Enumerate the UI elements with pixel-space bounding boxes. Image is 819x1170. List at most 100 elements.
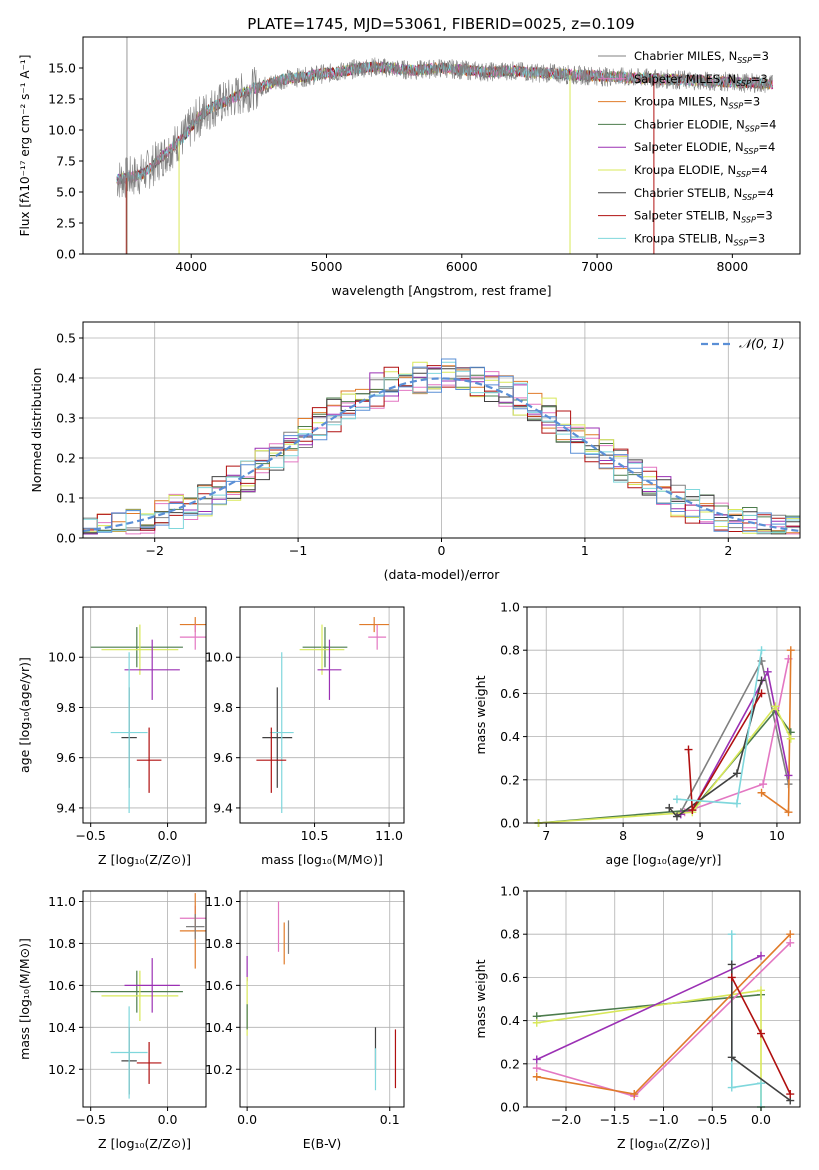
x-axis-label: age [log₁₀(age/yr)] <box>606 852 722 867</box>
legend-value: =4 <box>757 186 774 200</box>
y-tick-label: 9.8 <box>213 700 233 715</box>
legend-subscript: SSP <box>741 216 756 225</box>
y-tick-label: 15.0 <box>48 61 76 76</box>
x-tick-label: −1 <box>289 543 307 558</box>
y-axis-label: mass weight <box>473 959 488 1038</box>
p3-frame <box>82 606 207 824</box>
spectrum-frame <box>82 36 801 255</box>
normal-curve <box>83 377 800 533</box>
p8-frame <box>526 890 801 1108</box>
y-tick-label: 9.6 <box>213 750 233 765</box>
series-marker <box>759 780 768 789</box>
legend-value: =4 <box>758 140 775 154</box>
x-tick-label: 10.5 <box>301 828 329 843</box>
y-tick-label: 10.0 <box>48 650 76 665</box>
y-tick-label: 9.4 <box>56 800 76 815</box>
y-tick-label: 2.5 <box>56 216 76 231</box>
x-tick-label: 0.0 <box>237 1112 257 1127</box>
y-tick-label: 11.0 <box>205 894 233 909</box>
y-tick-label: 0.8 <box>500 643 520 658</box>
p6-frame <box>82 890 207 1108</box>
legend-value: =3 <box>756 209 773 223</box>
series-marker <box>784 771 793 780</box>
series-marker <box>757 1029 765 1038</box>
series-marker <box>688 806 697 815</box>
hist-frame <box>82 321 801 539</box>
x-tick-label: 11.0 <box>375 828 403 843</box>
legend-subscript: SSP <box>742 193 757 202</box>
x-tick-label: 8 <box>619 828 627 843</box>
x-tick-label: 8000 <box>716 259 748 274</box>
x-tick-label: 1 <box>581 543 589 558</box>
series-marker <box>786 734 795 743</box>
series-marker <box>727 1083 736 1092</box>
p5-frame <box>526 606 801 824</box>
x-axis-label: Z [log₁₀(Z/Z⊙)] <box>98 1136 191 1151</box>
legend-entry: 𝒩(0, 1) <box>739 336 785 351</box>
series-line <box>538 704 792 824</box>
mass-vs-z-panel: −0.5 0.0 10.2 10.4 10.6 10.8 11.0 Z [log₁₀(Z/Z⊙… <box>17 890 207 1151</box>
y-tick-label: 10.2 <box>48 1062 76 1077</box>
x-tick-label: 10 <box>769 828 785 843</box>
legend-subscript: SSP <box>737 56 752 65</box>
series-marker <box>757 951 765 960</box>
series-marker <box>684 745 693 754</box>
legend-entry: Chabrier STELIB, NSSP=4 <box>634 186 774 202</box>
x-tick-label: 7 <box>542 828 550 843</box>
x-tick-label: 6000 <box>446 259 478 274</box>
series-marker <box>757 676 766 685</box>
series-marker <box>732 799 741 808</box>
hist-normal <box>83 358 800 535</box>
series-marker <box>672 812 681 821</box>
series-marker <box>786 1090 795 1099</box>
legend-entry: Chabrier ELODIE, NSSP=4 <box>634 117 776 133</box>
legend-subscript: SSP <box>734 238 749 247</box>
x-tick-label: 0.1 <box>380 1112 400 1127</box>
x-tick-label: −1.5 <box>600 1112 630 1127</box>
y-tick-label: 0.4 <box>56 371 76 386</box>
hist-plot-area <box>83 358 800 535</box>
mass-weight-vs-z-panel: −2.0 −1.5 −1.0 −0.5 0.0 0.0 0.2 0.4 0.6 0.8 1.0 Z [… <box>473 884 801 1151</box>
y-axis-label: Normed distribution <box>29 368 44 493</box>
mass-weight-vs-age-panel: 7 8 9 10 0.0 0.2 0.4 0.6 0.8 1.0 age [log₁₀(age/yr… <box>473 600 801 867</box>
panel-plot-area <box>90 893 206 1099</box>
series-marker <box>727 960 736 969</box>
legend-entry: Salpeter MILES, NSSP=3 <box>634 72 768 88</box>
y-tick-label: 0.2 <box>56 451 76 466</box>
figure-title: PLATE=1745, MJD=53061, FIBERID=0025, z=0… <box>247 15 634 33</box>
legend-entry: Kroupa STELIB, NSSP=3 <box>634 231 765 247</box>
x-tick-label: −0.5 <box>76 828 106 843</box>
y-tick-label: 0.3 <box>56 411 76 426</box>
x-tick-label: 0.0 <box>158 1112 178 1127</box>
y-axis-label: Flux [fλ10⁻¹⁷ erg cm⁻² s⁻¹ A⁻¹] <box>18 55 32 237</box>
p7-frame <box>239 890 405 1108</box>
series-marker <box>757 986 765 995</box>
series-marker <box>784 808 793 817</box>
x-tick-label: −1.0 <box>648 1112 678 1127</box>
legend-subscript: SSP <box>745 124 760 133</box>
x-axis-label: wavelength [Angstrom, rest frame] <box>331 283 551 298</box>
mass-vs-ebv-panel: 0.0 0.1 10.2 10.4 10.6 10.8 11.0 E(B-V) <box>205 890 405 1151</box>
series-marker <box>763 667 772 676</box>
y-tick-label: 0.2 <box>500 772 520 787</box>
legend-subscript: SSP <box>736 170 751 179</box>
legend-entry: Kroupa ELODIE, NSSP=4 <box>634 163 768 179</box>
spectrum-panel: 4000 5000 6000 7000 8000 0.0 2.5 5.0 7.5 10.0 12.5… <box>18 36 801 298</box>
y-tick-label: 10.2 <box>205 1062 233 1077</box>
x-tick-label: 9 <box>696 828 704 843</box>
series-marker <box>727 930 736 939</box>
series-marker <box>532 1072 541 1081</box>
y-tick-label: 9.4 <box>213 800 233 815</box>
y-tick-label: 11.0 <box>48 894 76 909</box>
y-tick-label: 12.5 <box>48 92 76 107</box>
legend-value: =4 <box>760 117 777 131</box>
series-marker <box>786 938 795 947</box>
y-tick-label: 0.2 <box>500 1056 520 1071</box>
age-vs-z-panel: −0.5 0.0 9.4 9.6 9.8 10.0 Z [log₁₀(Z/Z⊙)] age [… <box>17 606 207 867</box>
y-tick-label: 0.0 <box>500 1100 520 1115</box>
series-line <box>536 955 762 1061</box>
x-tick-label: 7000 <box>581 259 613 274</box>
y-tick-label: 0.0 <box>56 531 76 546</box>
y-tick-label: 0.5 <box>56 331 76 346</box>
y-axis-label: mass [log₁₀(M/M⊙)] <box>17 938 32 1060</box>
